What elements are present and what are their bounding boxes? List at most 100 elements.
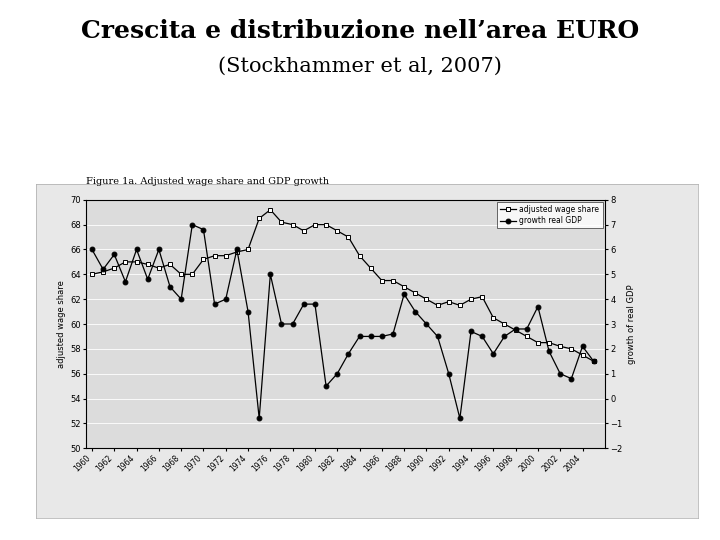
adjusted wage share (478, 293, 487, 300)
adjusted wage share (255, 215, 264, 221)
Line: growth real GDP: growth real GDP (89, 222, 596, 421)
adjusted wage share (177, 271, 186, 278)
adjusted wage share (567, 346, 576, 352)
growth real GDP (389, 330, 397, 337)
Y-axis label: growth of real GDP: growth of real GDP (627, 284, 636, 364)
adjusted wage share (400, 284, 408, 290)
adjusted wage share (534, 339, 542, 346)
growth real GDP (288, 321, 297, 327)
adjusted wage share (300, 227, 308, 234)
adjusted wage share (578, 352, 587, 359)
growth real GDP (545, 348, 554, 355)
adjusted wage share (322, 221, 330, 228)
growth real GDP (110, 251, 119, 258)
adjusted wage share (545, 339, 554, 346)
adjusted wage share (199, 256, 208, 262)
adjusted wage share (166, 261, 174, 268)
adjusted wage share (467, 296, 475, 302)
adjusted wage share (511, 327, 520, 333)
growth real GDP (456, 415, 464, 422)
adjusted wage share (233, 249, 241, 255)
growth real GDP (444, 370, 453, 377)
adjusted wage share (110, 265, 119, 271)
growth real GDP (377, 333, 386, 340)
growth real GDP (433, 333, 442, 340)
Line: adjusted wage share: adjusted wage share (89, 207, 596, 364)
adjusted wage share (121, 259, 130, 265)
growth real GDP (344, 350, 353, 357)
growth real GDP (556, 370, 564, 377)
adjusted wage share (523, 333, 531, 340)
growth real GDP (132, 246, 141, 253)
growth real GDP (277, 321, 286, 327)
adjusted wage share (333, 227, 341, 234)
growth real GDP (467, 328, 475, 335)
adjusted wage share (310, 221, 319, 228)
growth real GDP (266, 271, 274, 278)
growth real GDP (567, 375, 576, 382)
growth real GDP (511, 326, 520, 332)
growth real GDP (366, 333, 375, 340)
growth real GDP (222, 296, 230, 302)
growth real GDP (333, 370, 341, 377)
growth real GDP (177, 296, 186, 302)
growth real GDP (478, 333, 487, 340)
growth real GDP (188, 221, 197, 228)
adjusted wage share (456, 302, 464, 308)
growth real GDP (400, 291, 408, 298)
adjusted wage share (422, 296, 431, 302)
growth real GDP (255, 415, 264, 422)
adjusted wage share (556, 343, 564, 349)
adjusted wage share (210, 252, 219, 259)
growth real GDP (411, 308, 420, 315)
growth real GDP (99, 266, 107, 273)
growth real GDP (355, 333, 364, 340)
growth real GDP (143, 276, 152, 282)
adjusted wage share (288, 221, 297, 228)
growth real GDP (166, 284, 174, 290)
growth real GDP (300, 301, 308, 307)
adjusted wage share (433, 302, 442, 308)
adjusted wage share (88, 271, 96, 278)
growth real GDP (322, 383, 330, 389)
adjusted wage share (377, 277, 386, 284)
adjusted wage share (99, 268, 107, 275)
growth real GDP (233, 246, 241, 253)
growth real GDP (523, 326, 531, 332)
adjusted wage share (500, 321, 509, 327)
Legend: adjusted wage share, growth real GDP: adjusted wage share, growth real GDP (498, 202, 603, 228)
growth real GDP (88, 246, 96, 253)
growth real GDP (590, 358, 598, 365)
adjusted wage share (344, 234, 353, 240)
adjusted wage share (244, 246, 253, 253)
Text: Crescita e distribuzione nell’area EURO: Crescita e distribuzione nell’area EURO (81, 19, 639, 43)
adjusted wage share (389, 277, 397, 284)
growth real GDP (121, 279, 130, 285)
growth real GDP (534, 303, 542, 310)
growth real GDP (500, 333, 509, 340)
adjusted wage share (188, 271, 197, 278)
adjusted wage share (489, 314, 498, 321)
growth real GDP (155, 246, 163, 253)
adjusted wage share (355, 252, 364, 259)
adjusted wage share (590, 358, 598, 365)
adjusted wage share (411, 289, 420, 296)
adjusted wage share (444, 299, 453, 305)
growth real GDP (489, 350, 498, 357)
adjusted wage share (155, 265, 163, 271)
growth real GDP (310, 301, 319, 307)
growth real GDP (210, 301, 219, 307)
adjusted wage share (132, 259, 141, 265)
growth real GDP (422, 321, 431, 327)
adjusted wage share (277, 219, 286, 225)
adjusted wage share (266, 206, 274, 213)
Y-axis label: adjusted wage share: adjusted wage share (57, 280, 66, 368)
Text: (Stockhammer et al, 2007): (Stockhammer et al, 2007) (218, 57, 502, 76)
adjusted wage share (366, 265, 375, 271)
growth real GDP (199, 226, 208, 233)
adjusted wage share (143, 261, 152, 268)
Text: Figure 1a. Adjusted wage share and GDP growth: Figure 1a. Adjusted wage share and GDP g… (86, 177, 329, 186)
growth real GDP (244, 308, 253, 315)
adjusted wage share (222, 252, 230, 259)
growth real GDP (578, 343, 587, 349)
